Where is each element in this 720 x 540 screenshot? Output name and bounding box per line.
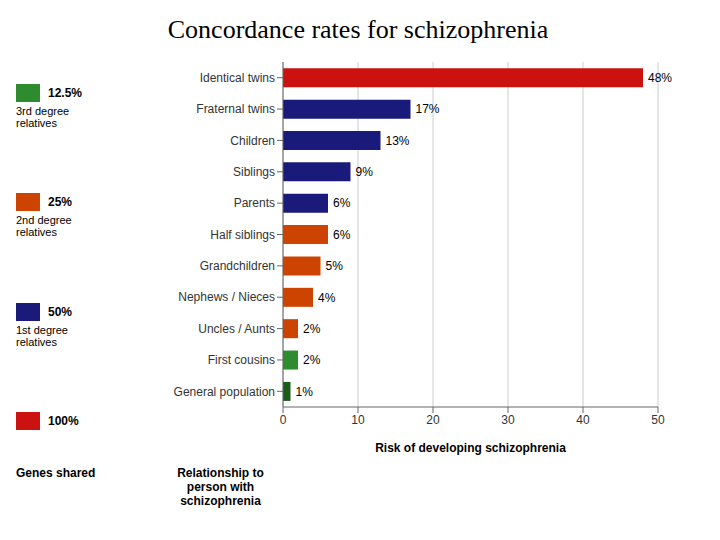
svg-text:Nephews / Nieces: Nephews / Nieces bbox=[178, 290, 275, 304]
svg-text:Grandchildren: Grandchildren bbox=[200, 259, 275, 273]
svg-text:6%: 6% bbox=[333, 196, 351, 210]
svg-text:0: 0 bbox=[280, 413, 287, 427]
svg-text:4%: 4% bbox=[318, 291, 336, 305]
svg-text:2%: 2% bbox=[303, 353, 321, 367]
html-text:Relationship to person with sc: Relationship to person with schizophreni… bbox=[177, 466, 264, 508]
svg-text:Risk of developing schizophren: Risk of developing schizophrenia bbox=[375, 441, 566, 455]
svg-text:17%: 17% bbox=[416, 102, 440, 116]
svg-text:Siblings: Siblings bbox=[233, 165, 275, 179]
svg-text:40: 40 bbox=[576, 413, 590, 427]
svg-text:General population: General population bbox=[174, 385, 275, 399]
svg-text:Children: Children bbox=[230, 134, 275, 148]
svg-text:2%: 2% bbox=[303, 322, 321, 336]
html-text:2nd degree relatives: 2nd degree relatives bbox=[16, 214, 72, 239]
svg-text:50: 50 bbox=[651, 413, 665, 427]
svg-text:Parents: Parents bbox=[234, 196, 275, 210]
svg-text:Identical twins: Identical twins bbox=[200, 71, 275, 85]
svg-text:6%: 6% bbox=[333, 228, 351, 242]
svg-text:30: 30 bbox=[501, 413, 515, 427]
html-text:100%: 100% bbox=[48, 413, 79, 428]
svg-text:20: 20 bbox=[426, 413, 440, 427]
html-text:3rd degree relatives: 3rd degree relatives bbox=[16, 105, 70, 130]
html-text:1st degree relatives: 1st degree relatives bbox=[16, 323, 68, 348]
html-text:12.5%: 12.5% bbox=[48, 86, 82, 101]
svg-text:First cousins: First cousins bbox=[208, 353, 275, 367]
svg-text:10: 10 bbox=[351, 413, 365, 427]
svg-text:Uncles / Aunts: Uncles / Aunts bbox=[198, 322, 275, 336]
svg-text:Fraternal twins: Fraternal twins bbox=[196, 102, 275, 116]
svg-text:9%: 9% bbox=[356, 165, 374, 179]
html-text:Genes shared: Genes shared bbox=[16, 466, 96, 480]
svg-text:Half siblings: Half siblings bbox=[210, 228, 275, 242]
html-text:50%: 50% bbox=[48, 304, 72, 319]
html-text:25%: 25% bbox=[48, 195, 72, 210]
svg-text:5%: 5% bbox=[326, 259, 344, 273]
html-text:Concordance rates for schizoph: Concordance rates for schizophrenia bbox=[167, 15, 549, 44]
svg-text:13%: 13% bbox=[386, 134, 410, 148]
svg-text:1%: 1% bbox=[296, 385, 314, 399]
svg-text:48%: 48% bbox=[648, 71, 672, 85]
